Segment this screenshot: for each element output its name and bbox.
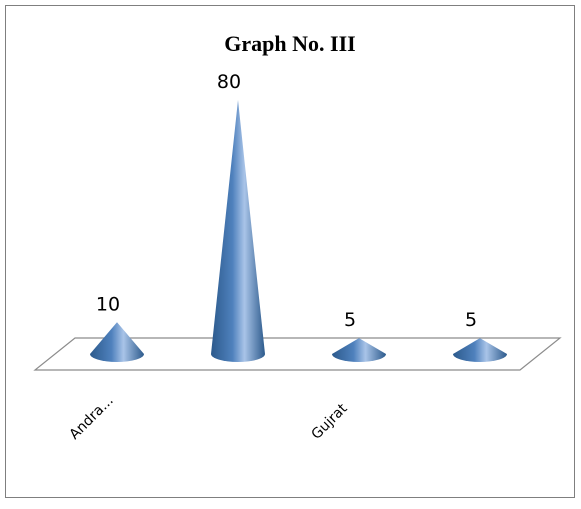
chart-floor: [33, 337, 562, 371]
data-label: 5: [344, 309, 356, 331]
chart-border: [5, 5, 575, 498]
cone-bar: [453, 338, 507, 362]
data-label: 80: [217, 71, 241, 93]
cone-bar: [90, 322, 144, 362]
cone-bar: [211, 100, 265, 362]
data-label: 10: [96, 293, 120, 315]
cone-bar: [332, 338, 386, 362]
chart-title: Graph No. III: [224, 31, 355, 56]
data-labels: 10 80 5 5: [96, 71, 477, 331]
data-label: 5: [465, 309, 477, 331]
bar-series: [90, 100, 507, 362]
